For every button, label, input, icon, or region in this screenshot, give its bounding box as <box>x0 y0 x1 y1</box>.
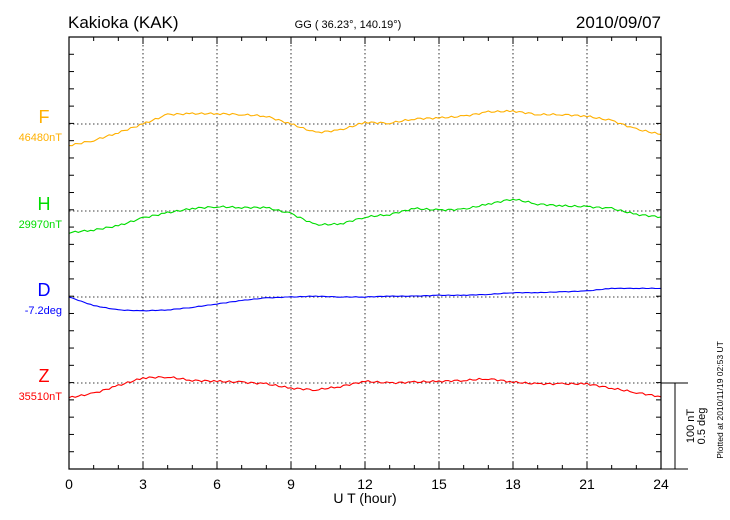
trace-h <box>68 198 662 234</box>
series-name-z: Z <box>39 366 50 386</box>
x-tick-label: 15 <box>431 476 447 492</box>
x-tick-label: 6 <box>213 476 221 492</box>
station-coords: GG ( 36.23°, 140.19°) <box>295 19 402 31</box>
x-tick-label: 0 <box>65 476 73 492</box>
x-tick-label: 3 <box>139 476 147 492</box>
station-title: Kakioka (KAK) <box>68 13 179 32</box>
x-tick-label: 12 <box>357 476 373 492</box>
x-axis: 0 3 6 9 12 15 18 21 24 <box>65 36 669 492</box>
x-tick-label: 21 <box>579 476 595 492</box>
trace-f <box>68 109 662 147</box>
baseline-value-h: 29970nT <box>19 219 63 231</box>
series-name-h: H <box>38 194 51 214</box>
series-name-f: F <box>39 107 50 127</box>
date-title: 2010/09/07 <box>576 13 661 32</box>
baseline-value-z: 35510nT <box>19 391 63 403</box>
plotted-timestamp: Plotted at 2010/11/19 02:53 UT <box>715 341 725 459</box>
grid <box>69 37 661 469</box>
x-axis-label: U T (hour) <box>333 490 396 506</box>
trace-z <box>68 376 662 399</box>
scale-bar <box>661 382 688 470</box>
baseline-value-f: 46480nT <box>19 132 63 144</box>
traces <box>68 109 662 399</box>
trace-d <box>68 287 662 312</box>
series-name-d: D <box>38 280 51 300</box>
x-tick-label: 9 <box>287 476 295 492</box>
x-tick-label: 24 <box>653 476 669 492</box>
series-labels: F 46480nT H 29970nT D -7.2deg Z 35510nT <box>19 107 63 403</box>
x-tick-label: 18 <box>505 476 521 492</box>
scale-nt-label: 100 nT <box>685 409 697 444</box>
baseline-value-d: -7.2deg <box>25 305 62 317</box>
scale-deg-label: 0.5 deg <box>696 408 708 445</box>
